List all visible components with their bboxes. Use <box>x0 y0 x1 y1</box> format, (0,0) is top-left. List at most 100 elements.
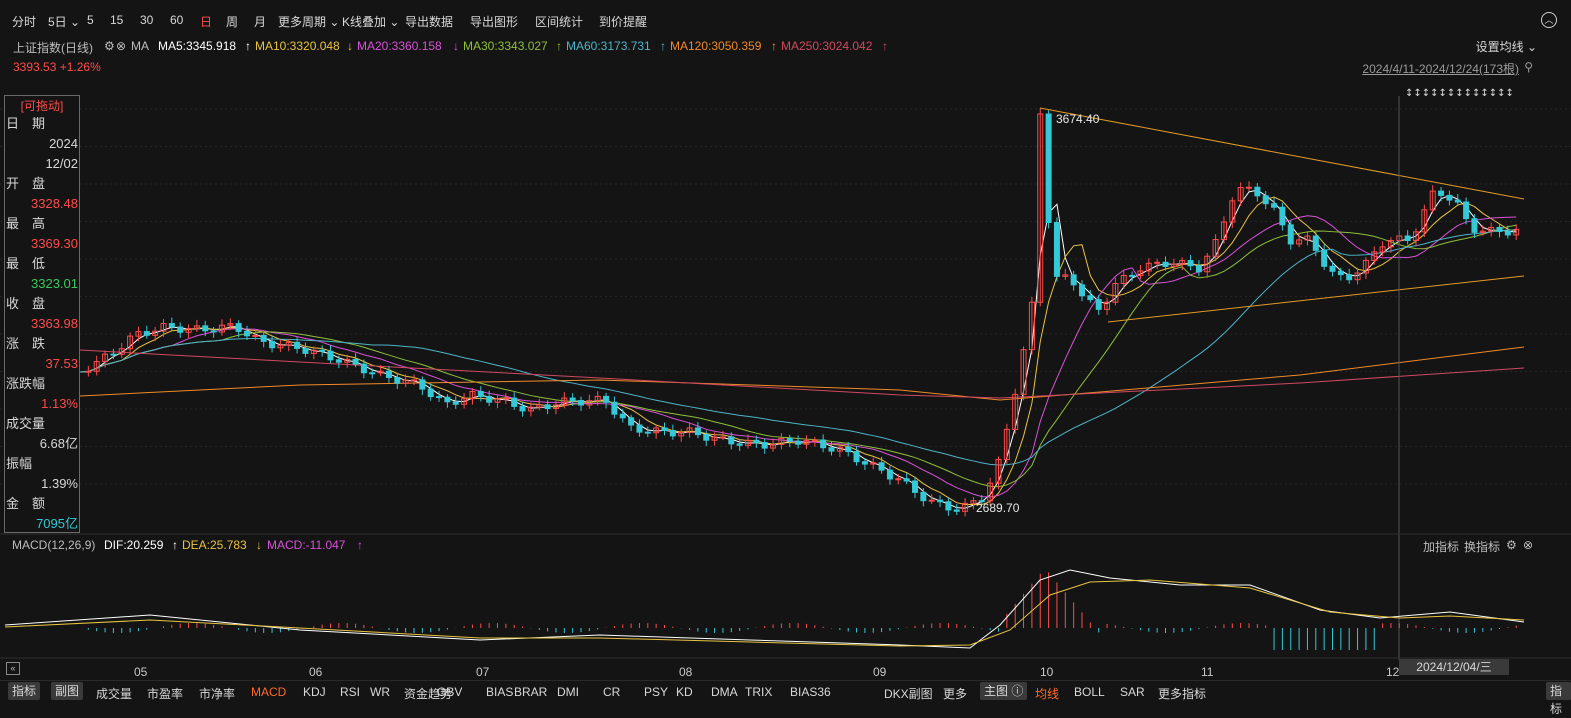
candle-body <box>1496 226 1503 233</box>
indicator-15[interactable]: DMA <box>711 685 738 699</box>
candle-body <box>853 451 860 463</box>
pin-icon[interactable]: ⚲ <box>1524 60 1533 74</box>
candle-body <box>928 499 935 502</box>
candle-body <box>302 347 309 354</box>
set-ma-button[interactable]: 设置均线 ⌄ <box>1476 38 1537 55</box>
info-panel[interactable]: [可拖动] 日 期 2024 12/02 开 盘 3328.48 最 高 3369.30 最 … <box>4 95 80 533</box>
indicator-16[interactable]: TRIX <box>745 685 773 699</box>
indicator-4[interactable]: KDJ <box>303 685 326 699</box>
candle-body <box>177 326 184 333</box>
indicator-13[interactable]: PSY <box>644 685 669 699</box>
candle-body <box>110 353 117 356</box>
period-month[interactable]: 月 <box>254 15 267 29</box>
candle-body <box>1488 226 1495 232</box>
close-icon[interactable]: ⊗ <box>116 39 127 53</box>
info-value: 3328.48 <box>31 196 78 211</box>
period-timeshare[interactable]: 分时 <box>12 15 37 29</box>
chevron-down-icon: ⌄ <box>326 15 340 29</box>
swap-indicator-button[interactable]: 换指标 <box>1464 540 1501 554</box>
candle-body <box>1479 230 1486 233</box>
indicator-19[interactable]: 更多 <box>943 687 968 701</box>
price-alert-button[interactable]: 到价提醒 <box>599 15 648 29</box>
range-stats-button[interactable]: 区间统计 <box>535 15 584 29</box>
info-row: 金 额 <box>5 494 79 514</box>
indicator-5[interactable]: RSI <box>340 685 361 699</box>
arrow-up-icon: ↑ <box>882 39 888 53</box>
add-indicator-button[interactable]: 加指标 <box>1423 540 1460 554</box>
indicator-12[interactable]: CR <box>603 685 621 699</box>
date-range[interactable]: 2024/4/11-2024/12/24(173根) <box>1362 62 1519 76</box>
period-30min[interactable]: 30 <box>140 13 154 27</box>
close-icon[interactable]: ⊗ <box>1523 538 1534 552</box>
main-indicator-2[interactable]: SAR <box>1120 685 1145 699</box>
indicator-9[interactable]: BIAS <box>486 685 514 699</box>
candle-body <box>1070 274 1077 286</box>
collapse-icon[interactable]: ︿ <box>1541 12 1557 28</box>
export-data-button[interactable]: 导出数据 <box>405 15 454 29</box>
indicator-17[interactable]: BIAS36 <box>790 685 831 699</box>
candle-body <box>861 461 868 465</box>
indicator-8[interactable]: OBV <box>437 685 463 699</box>
candle-body <box>1271 203 1278 208</box>
indicator-11[interactable]: DMI <box>557 685 579 699</box>
indicator-button[interactable]: 指标 <box>8 682 41 700</box>
main-indicator-0[interactable]: 均线 <box>1035 687 1060 701</box>
indicator-2[interactable]: 市净率 <box>199 687 236 701</box>
info-row: 涨 跌 <box>5 334 79 354</box>
candle-body <box>778 437 785 445</box>
settings-icon[interactable]: ⚙ <box>104 39 115 53</box>
period-day[interactable]: 日 <box>200 15 213 29</box>
indicator-10[interactable]: BRAR <box>514 685 548 699</box>
indicator-3[interactable]: MACD <box>251 685 287 699</box>
indicator-6[interactable]: WR <box>370 685 390 699</box>
ma250-line <box>79 349 1525 399</box>
drag-label[interactable]: [可拖动] <box>20 99 64 113</box>
info-row: 37.53 <box>5 354 79 374</box>
indicator-7[interactable]: 资金趋势 <box>404 687 453 701</box>
collapse-left-icon[interactable]: « <box>6 662 20 675</box>
period-15min[interactable]: 15 <box>110 13 124 27</box>
info-row: 涨跌幅 <box>5 374 79 394</box>
kline-overlay[interactable]: K线叠加 ⌄ <box>342 13 399 30</box>
candle-body <box>1162 261 1169 267</box>
candle-body <box>327 350 334 361</box>
info-value: 12/02 <box>45 156 78 171</box>
info-value: 3369.30 <box>31 236 78 251</box>
more-periods[interactable]: 更多周期 ⌄ <box>278 13 339 30</box>
candle-body <box>436 396 443 399</box>
period-5day[interactable]: 5日 ⌄ <box>48 13 80 30</box>
info-row: 1.13% <box>5 394 79 414</box>
right-indicator-button[interactable]: 指标 <box>1546 682 1571 716</box>
indicator-1[interactable]: 市盈率 <box>147 687 184 701</box>
info-label: 金 额 <box>6 496 46 511</box>
candle-body <box>1362 259 1369 274</box>
period-5min[interactable]: 5 <box>87 13 94 27</box>
period-week[interactable]: 周 <box>226 15 239 29</box>
ma20-line <box>79 215 1517 498</box>
indicator-14[interactable]: KD <box>676 685 693 699</box>
ma5-value: MA5:3345.918 <box>158 39 237 53</box>
grid <box>0 108 1571 485</box>
candle-body <box>561 397 568 406</box>
dea-line <box>4 579 1525 647</box>
main-indicator-3[interactable]: 更多指标 <box>1158 687 1207 701</box>
ma-label: MA <box>131 39 149 53</box>
main-indicator-1[interactable]: BOLL <box>1074 685 1105 699</box>
main-chart-button[interactable]: 主图 ⓘ <box>980 682 1028 700</box>
x-tick-06: 06 <box>309 665 323 679</box>
candle-body <box>461 398 468 405</box>
period-60min[interactable]: 60 <box>170 13 184 27</box>
info-value: 6.68亿 <box>39 436 78 451</box>
indicator-0[interactable]: 成交量 <box>96 687 133 701</box>
x-tick-10: 10 <box>1040 665 1054 679</box>
settings-icon[interactable]: ⚙ <box>1506 538 1517 552</box>
info-row: 成交量 <box>5 414 79 434</box>
indicator-bar: 指标 副图 主图 ⓘ 指标 成交量 市盈率 市净率 MACD KDJ RSI WR 资金趋势 O… <box>0 680 1571 716</box>
candle-body <box>210 330 217 333</box>
candle-body <box>1028 301 1035 351</box>
indicator-18[interactable]: DKX副图 <box>884 687 933 701</box>
export-image-button[interactable]: 导出图形 <box>470 15 519 29</box>
candle-body <box>419 379 426 390</box>
subchart-button[interactable]: 副图 <box>51 682 84 700</box>
